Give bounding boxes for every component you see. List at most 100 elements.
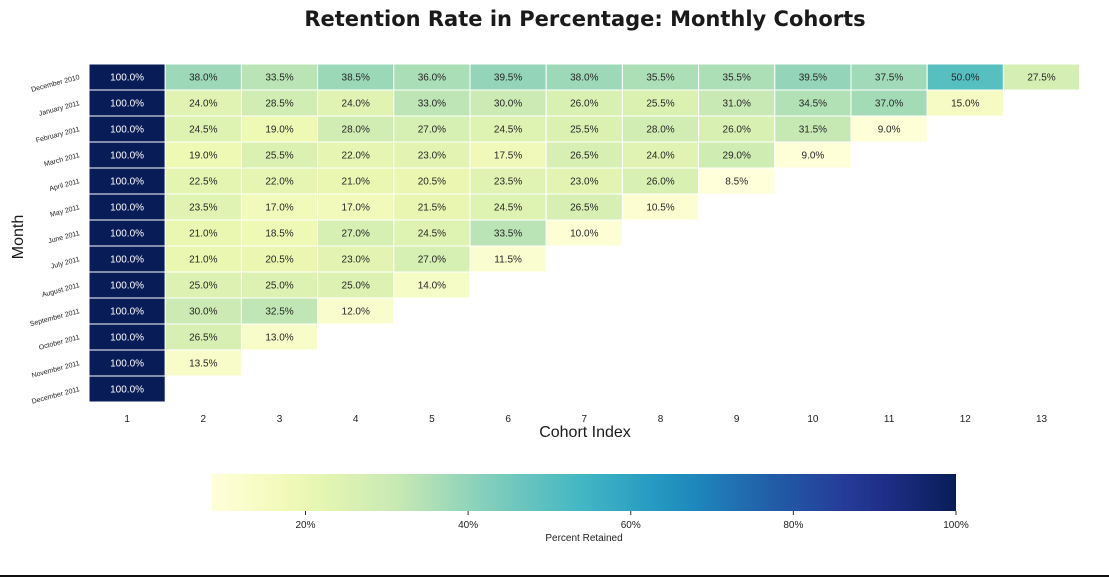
- cell-value-label: 9.0%: [802, 151, 825, 162]
- cell-value-label: 100.0%: [110, 281, 144, 292]
- cell-value-label: 24.0%: [646, 151, 674, 162]
- cell-value-label: 100.0%: [110, 99, 144, 110]
- x-tick-label: 13: [1036, 414, 1048, 425]
- chart-title: Retention Rate in Percentage: Monthly Co…: [304, 7, 865, 31]
- colorbar-tick-label: 20%: [296, 520, 316, 531]
- cell-value-label: 100.0%: [110, 255, 144, 266]
- x-tick-labels: 1 2 3 4 5 6 7 8 9 10 11 12 13: [124, 414, 1047, 425]
- cell-value-label: 19.0%: [189, 151, 217, 162]
- heatmap-cell: [317, 245, 395, 273]
- heatmap-cell: [88, 167, 166, 195]
- cell-value-label: 35.5%: [646, 73, 674, 84]
- heatmap-cell: [545, 89, 623, 117]
- cell-value-label: 21.0%: [189, 255, 217, 266]
- cell-value-label: 30.0%: [494, 99, 522, 110]
- cell-value-label: 21.0%: [342, 177, 370, 188]
- heatmap-cell: [240, 245, 319, 273]
- cell-value-label: 25.5%: [570, 125, 598, 136]
- heatmap-cell: [240, 271, 319, 299]
- cell-value-label: 26.0%: [723, 125, 751, 136]
- cell-value-label: 26.0%: [570, 99, 598, 110]
- cell-value-label: 25.5%: [265, 151, 293, 162]
- heatmap-cell: [621, 63, 700, 91]
- heatmap-cell: [1002, 63, 1081, 91]
- cell-value-label: 15.0%: [951, 99, 979, 110]
- cell-value-label: 18.5%: [265, 229, 293, 240]
- cell-value-label: 22.0%: [342, 151, 370, 162]
- cell-value-label: 10.5%: [646, 203, 674, 214]
- y-tick-label: November 2011: [31, 360, 81, 380]
- cell-value-label: 11.5%: [494, 255, 522, 266]
- y-tick-label: December 2010: [31, 74, 81, 94]
- cell-value-label: 17.5%: [494, 151, 522, 162]
- cell-value-label: 21.0%: [189, 229, 217, 240]
- heatmap-cell: [164, 167, 242, 195]
- cell-value-label: 28.0%: [646, 125, 674, 136]
- cell-value-label: 24.5%: [494, 203, 522, 214]
- y-tick-label: May 2011: [50, 204, 81, 219]
- cell-value-label: 22.0%: [265, 177, 293, 188]
- cell-value-label: 100.0%: [110, 333, 144, 344]
- cell-value-label: 23.0%: [342, 255, 370, 266]
- cell-value-label: 25.0%: [189, 281, 217, 292]
- cell-value-label: 31.0%: [723, 99, 751, 110]
- cell-value-label: 23.0%: [570, 177, 598, 188]
- cell-value-label: 100.0%: [110, 229, 144, 240]
- x-tick-label: 10: [807, 414, 819, 425]
- cell-value-label: 24.5%: [418, 229, 446, 240]
- heatmap-cell: [88, 141, 166, 169]
- cell-value-label: 9.0%: [878, 125, 901, 136]
- heatmap-cell: [317, 219, 395, 247]
- heatmap-cell: [393, 271, 471, 299]
- heatmap-cell: [774, 63, 852, 91]
- cell-value-label: 33.5%: [265, 73, 293, 84]
- heatmap-cell: [240, 219, 319, 247]
- cell-value-label: 32.5%: [265, 307, 293, 318]
- x-tick-label: 11: [884, 414, 895, 425]
- cell-value-label: 100.0%: [110, 385, 144, 396]
- heatmap-cell: [545, 219, 623, 247]
- y-tick-label: March 2011: [43, 152, 80, 168]
- heatmap-cell: [88, 375, 166, 403]
- heatmap-cell: [621, 167, 700, 195]
- cell-value-label: 33.5%: [494, 229, 522, 240]
- cell-value-label: 27.0%: [418, 255, 446, 266]
- bottom-rule: [0, 575, 1109, 577]
- cell-value-label: 100.0%: [110, 151, 144, 162]
- cell-value-label: 100.0%: [110, 125, 144, 136]
- y-tick-label: October 2011: [38, 334, 80, 352]
- x-tick-label: 1: [124, 414, 130, 425]
- cell-value-label: 26.5%: [189, 333, 217, 344]
- cell-value-label: 8.5%: [725, 177, 748, 188]
- cell-value-label: 30.0%: [189, 307, 217, 318]
- y-tick-label: January 2011: [38, 100, 80, 118]
- heatmap-cell: [317, 193, 395, 221]
- y-tick-label: April 2011: [49, 178, 81, 193]
- heatmap-cell: [393, 219, 471, 247]
- y-tick-label: February 2011: [35, 126, 80, 144]
- heatmap-cell: [774, 141, 852, 169]
- cell-value-label: 17.0%: [342, 203, 370, 214]
- y-tick-label: August 2011: [41, 282, 80, 299]
- cell-value-label: 26.5%: [570, 203, 598, 214]
- cell-value-label: 21.5%: [418, 203, 446, 214]
- cell-value-label: 13.0%: [265, 333, 293, 344]
- heatmap-cell: [469, 245, 547, 273]
- heatmap-cell: [393, 167, 471, 195]
- heatmap-cell: [774, 89, 852, 117]
- x-tick-label: 4: [353, 414, 359, 425]
- cell-value-label: 100.0%: [110, 359, 144, 370]
- heatmap-cell: [88, 63, 166, 91]
- x-tick-label: 3: [277, 414, 283, 425]
- heatmap-cell: [621, 89, 700, 117]
- heatmap-cell: [317, 167, 395, 195]
- x-tick-label: 9: [734, 414, 740, 425]
- heatmap-cell: [469, 219, 547, 247]
- colorbar-gradient: [212, 474, 956, 511]
- cell-value-label: 39.5%: [799, 73, 827, 84]
- cell-value-label: 25.5%: [646, 99, 674, 110]
- colorbar-tick-label: 80%: [783, 520, 803, 531]
- cell-value-label: 38.5%: [342, 73, 370, 84]
- cell-value-label: 25.0%: [342, 281, 370, 292]
- cell-value-label: 50.0%: [951, 73, 979, 84]
